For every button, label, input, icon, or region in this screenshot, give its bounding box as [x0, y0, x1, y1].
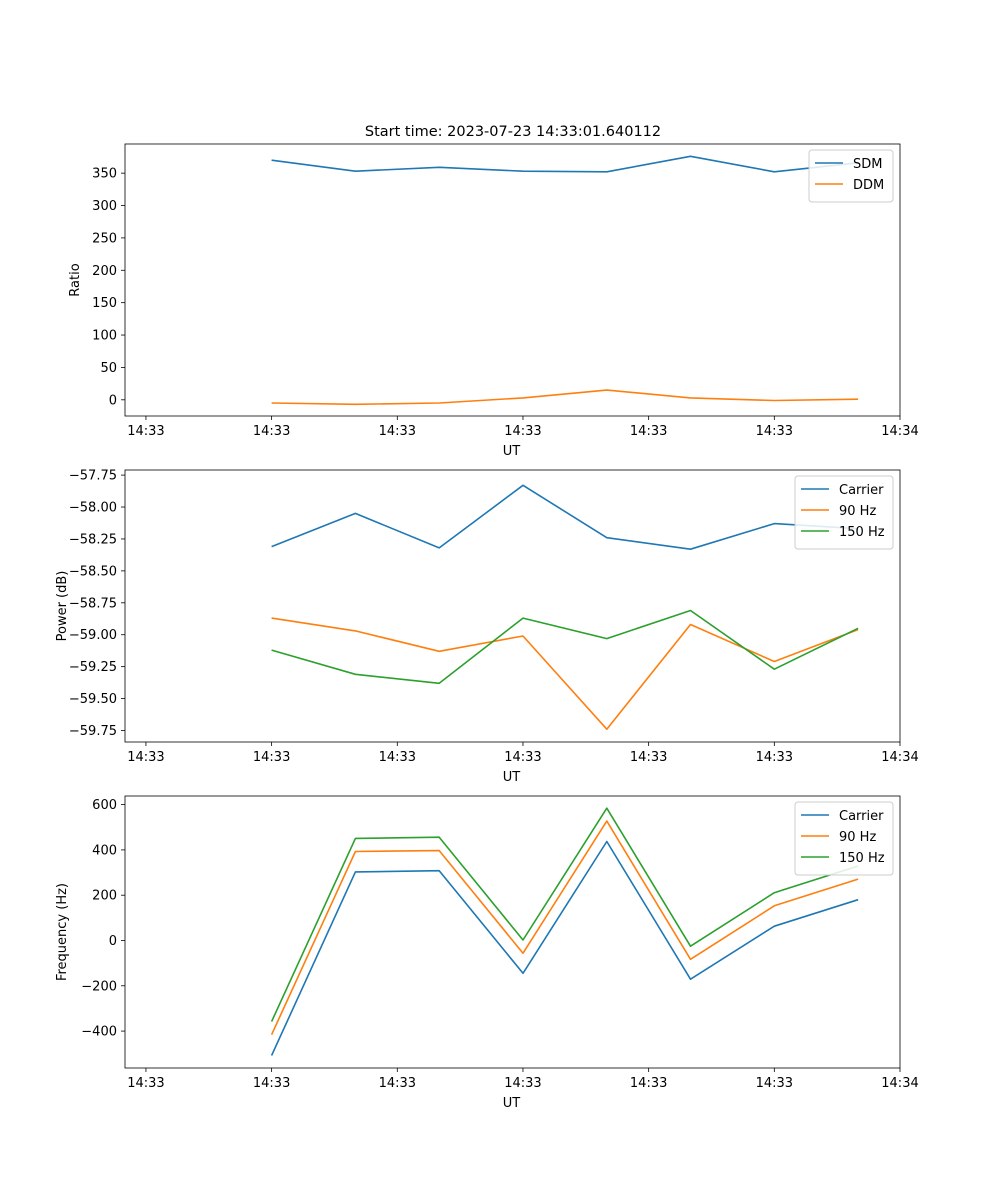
y-tick-label: −57.75: [69, 469, 117, 484]
y-tick-label: 0: [109, 393, 117, 408]
x-tick-label: 14:33: [379, 424, 416, 439]
y-axis-label: Power (dB): [55, 571, 70, 642]
x-tick-label: 14:33: [504, 1076, 541, 1091]
y-tick-label: 0: [109, 934, 117, 949]
legend-label: SDM: [853, 157, 882, 172]
x-tick-label: 14:33: [756, 424, 793, 439]
x-tick-label: 14:34: [881, 424, 918, 439]
series-line-90-hz: [271, 617, 859, 731]
y-tick-label: 50: [100, 361, 117, 376]
figure-title: Start time: 2023-07-23 14:33:01.640112: [365, 124, 661, 140]
legend-label: 150 Hz: [839, 851, 885, 866]
y-tick-label: −59.00: [69, 628, 117, 643]
y-tick-label: 350: [92, 167, 117, 182]
axes-frame: [124, 143, 901, 417]
legend-label: DDM: [853, 178, 884, 193]
y-tick-label: 150: [92, 296, 117, 311]
x-tick-label: 14:33: [756, 1076, 793, 1091]
y-tick-label: 600: [92, 798, 117, 813]
axes-frame: [124, 469, 901, 743]
x-tick-label: 14:33: [756, 750, 793, 765]
y-tick-label: −400: [81, 1025, 117, 1040]
x-tick-label: 14:33: [127, 750, 164, 765]
series-line-carrier: [271, 484, 859, 551]
x-tick-label: 14:33: [253, 750, 290, 765]
y-tick-label: 400: [92, 843, 117, 858]
x-tick-label: 14:33: [504, 424, 541, 439]
legend-label: 150 Hz: [839, 525, 885, 540]
series-line-150-hz: [270, 807, 859, 1022]
legend-label: Carrier: [839, 809, 884, 824]
axes-frame: [124, 795, 901, 1069]
y-tick-label: 200: [92, 264, 117, 279]
legend-label: 90 Hz: [839, 504, 876, 519]
y-tick-label: 100: [92, 329, 117, 344]
x-tick-label: 14:33: [379, 1076, 416, 1091]
y-axis-label: Ratio: [68, 263, 83, 296]
y-axis-label: Frequency (Hz): [55, 883, 70, 981]
y-tick-label: 250: [92, 231, 117, 246]
y-tick-label: −58.50: [69, 564, 117, 579]
x-tick-label: 14:33: [253, 424, 290, 439]
y-tick-label: −58.00: [69, 501, 117, 516]
y-tick-label: −59.75: [69, 724, 117, 739]
y-tick-label: −59.50: [69, 692, 117, 707]
x-tick-label: 14:33: [253, 1076, 290, 1091]
power-panel: 14:33 14:33 14:33 14:33 14:33 14:33 14:34 −57.7…: [55, 469, 919, 785]
x-tick-label: 14:33: [127, 1076, 164, 1091]
x-tick-label: 14:34: [881, 1076, 918, 1091]
x-axis-label: UT: [503, 1096, 521, 1111]
x-tick-label: 14:33: [379, 750, 416, 765]
y-tick-label: −58.75: [69, 596, 117, 611]
y-tick-label: −58.25: [69, 532, 117, 547]
y-tick-label: −200: [81, 979, 117, 994]
y-tick-label: 200: [92, 889, 117, 904]
ratio-panel: 14:33 14:33 14:33 14:33 14:33 14:33 14:34 0 50 10…: [68, 143, 919, 459]
series-line-sdm: [271, 155, 859, 173]
frequency-panel: 14:33 14:33 14:33 14:33 14:33 14:33 14:34 600 40…: [55, 795, 919, 1111]
x-tick-label: 14:33: [504, 750, 541, 765]
series-line-carrier: [270, 840, 859, 1056]
y-tick-label: 300: [92, 199, 117, 214]
x-tick-label: 14:33: [630, 750, 667, 765]
series-line-ddm: [271, 389, 859, 406]
x-tick-label: 14:33: [127, 424, 164, 439]
x-tick-label: 14:33: [630, 1076, 667, 1091]
legend-label: Carrier: [839, 483, 884, 498]
series-line-150-hz: [271, 609, 859, 685]
y-tick-label: −59.25: [69, 660, 117, 675]
x-axis-label: UT: [503, 770, 521, 785]
x-tick-label: 14:34: [881, 750, 918, 765]
legend-label: 90 Hz: [839, 830, 876, 845]
x-axis-label: UT: [503, 444, 521, 459]
series-line-90-hz: [270, 820, 859, 1036]
x-tick-label: 14:33: [630, 424, 667, 439]
